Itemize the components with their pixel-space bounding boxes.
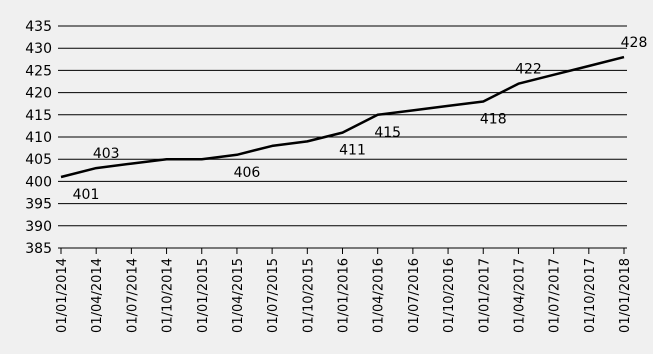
x-tick-label: 01/01/2017 [477,258,492,333]
y-tick-label: 415 [25,108,52,124]
y-tick-label: 400 [25,174,52,190]
x-axis: 01/01/2014 01/04/2014 01/07/2014 01/10/2014… [55,248,633,333]
data-label: 422 [515,62,542,78]
x-tick-label: 01/01/2014 [55,258,70,333]
data-label: 428 [621,35,648,51]
x-tick-label: 01/10/2014 [161,258,176,333]
y-tick-label: 385 [25,241,52,257]
data-label: 403 [93,146,120,162]
data-label: 406 [234,165,261,181]
x-tick-label: 01/04/2014 [90,258,105,333]
y-tick-label: 405 [25,152,52,168]
series-group [60,55,625,179]
y-tick-label: 425 [25,63,52,79]
data-label: 411 [339,143,366,159]
x-tick-label: 01/01/2015 [196,258,211,333]
x-tick-label: 01/04/2016 [372,258,387,333]
x-tick-label: 01/04/2017 [512,258,527,333]
y-tick-label: 390 [25,219,52,235]
data-label: 415 [374,125,401,141]
y-axis-ticks: 385 390 395 400 405 410 415 420 425 430 435 [25,19,52,257]
series-line [60,55,625,179]
y-tick-label: 435 [25,19,52,35]
x-tick-label: 01/07/2017 [548,258,563,333]
y-tick-label: 395 [25,197,52,213]
gridlines [58,25,627,249]
x-tick-label: 01/07/2016 [407,258,422,333]
x-tick-label: 01/07/2014 [125,258,140,333]
x-tick-label: 01/10/2017 [583,258,598,333]
data-labels: 401 403 406 411 415 418 422 428 [73,35,648,203]
x-tick-label: 01/01/2018 [618,258,633,333]
y-tick-label: 410 [25,130,52,146]
x-tick-label: 01/10/2015 [301,258,316,333]
data-label: 401 [73,187,100,203]
x-tick-label: 01/10/2016 [442,258,457,333]
data-label: 418 [480,111,507,127]
x-tick-label: 01/04/2015 [231,258,246,333]
x-tick-label: 01/07/2015 [266,258,281,333]
y-tick-label: 420 [25,86,52,102]
x-tick-label: 01/01/2016 [337,258,352,333]
y-tick-label: 430 [25,41,52,57]
